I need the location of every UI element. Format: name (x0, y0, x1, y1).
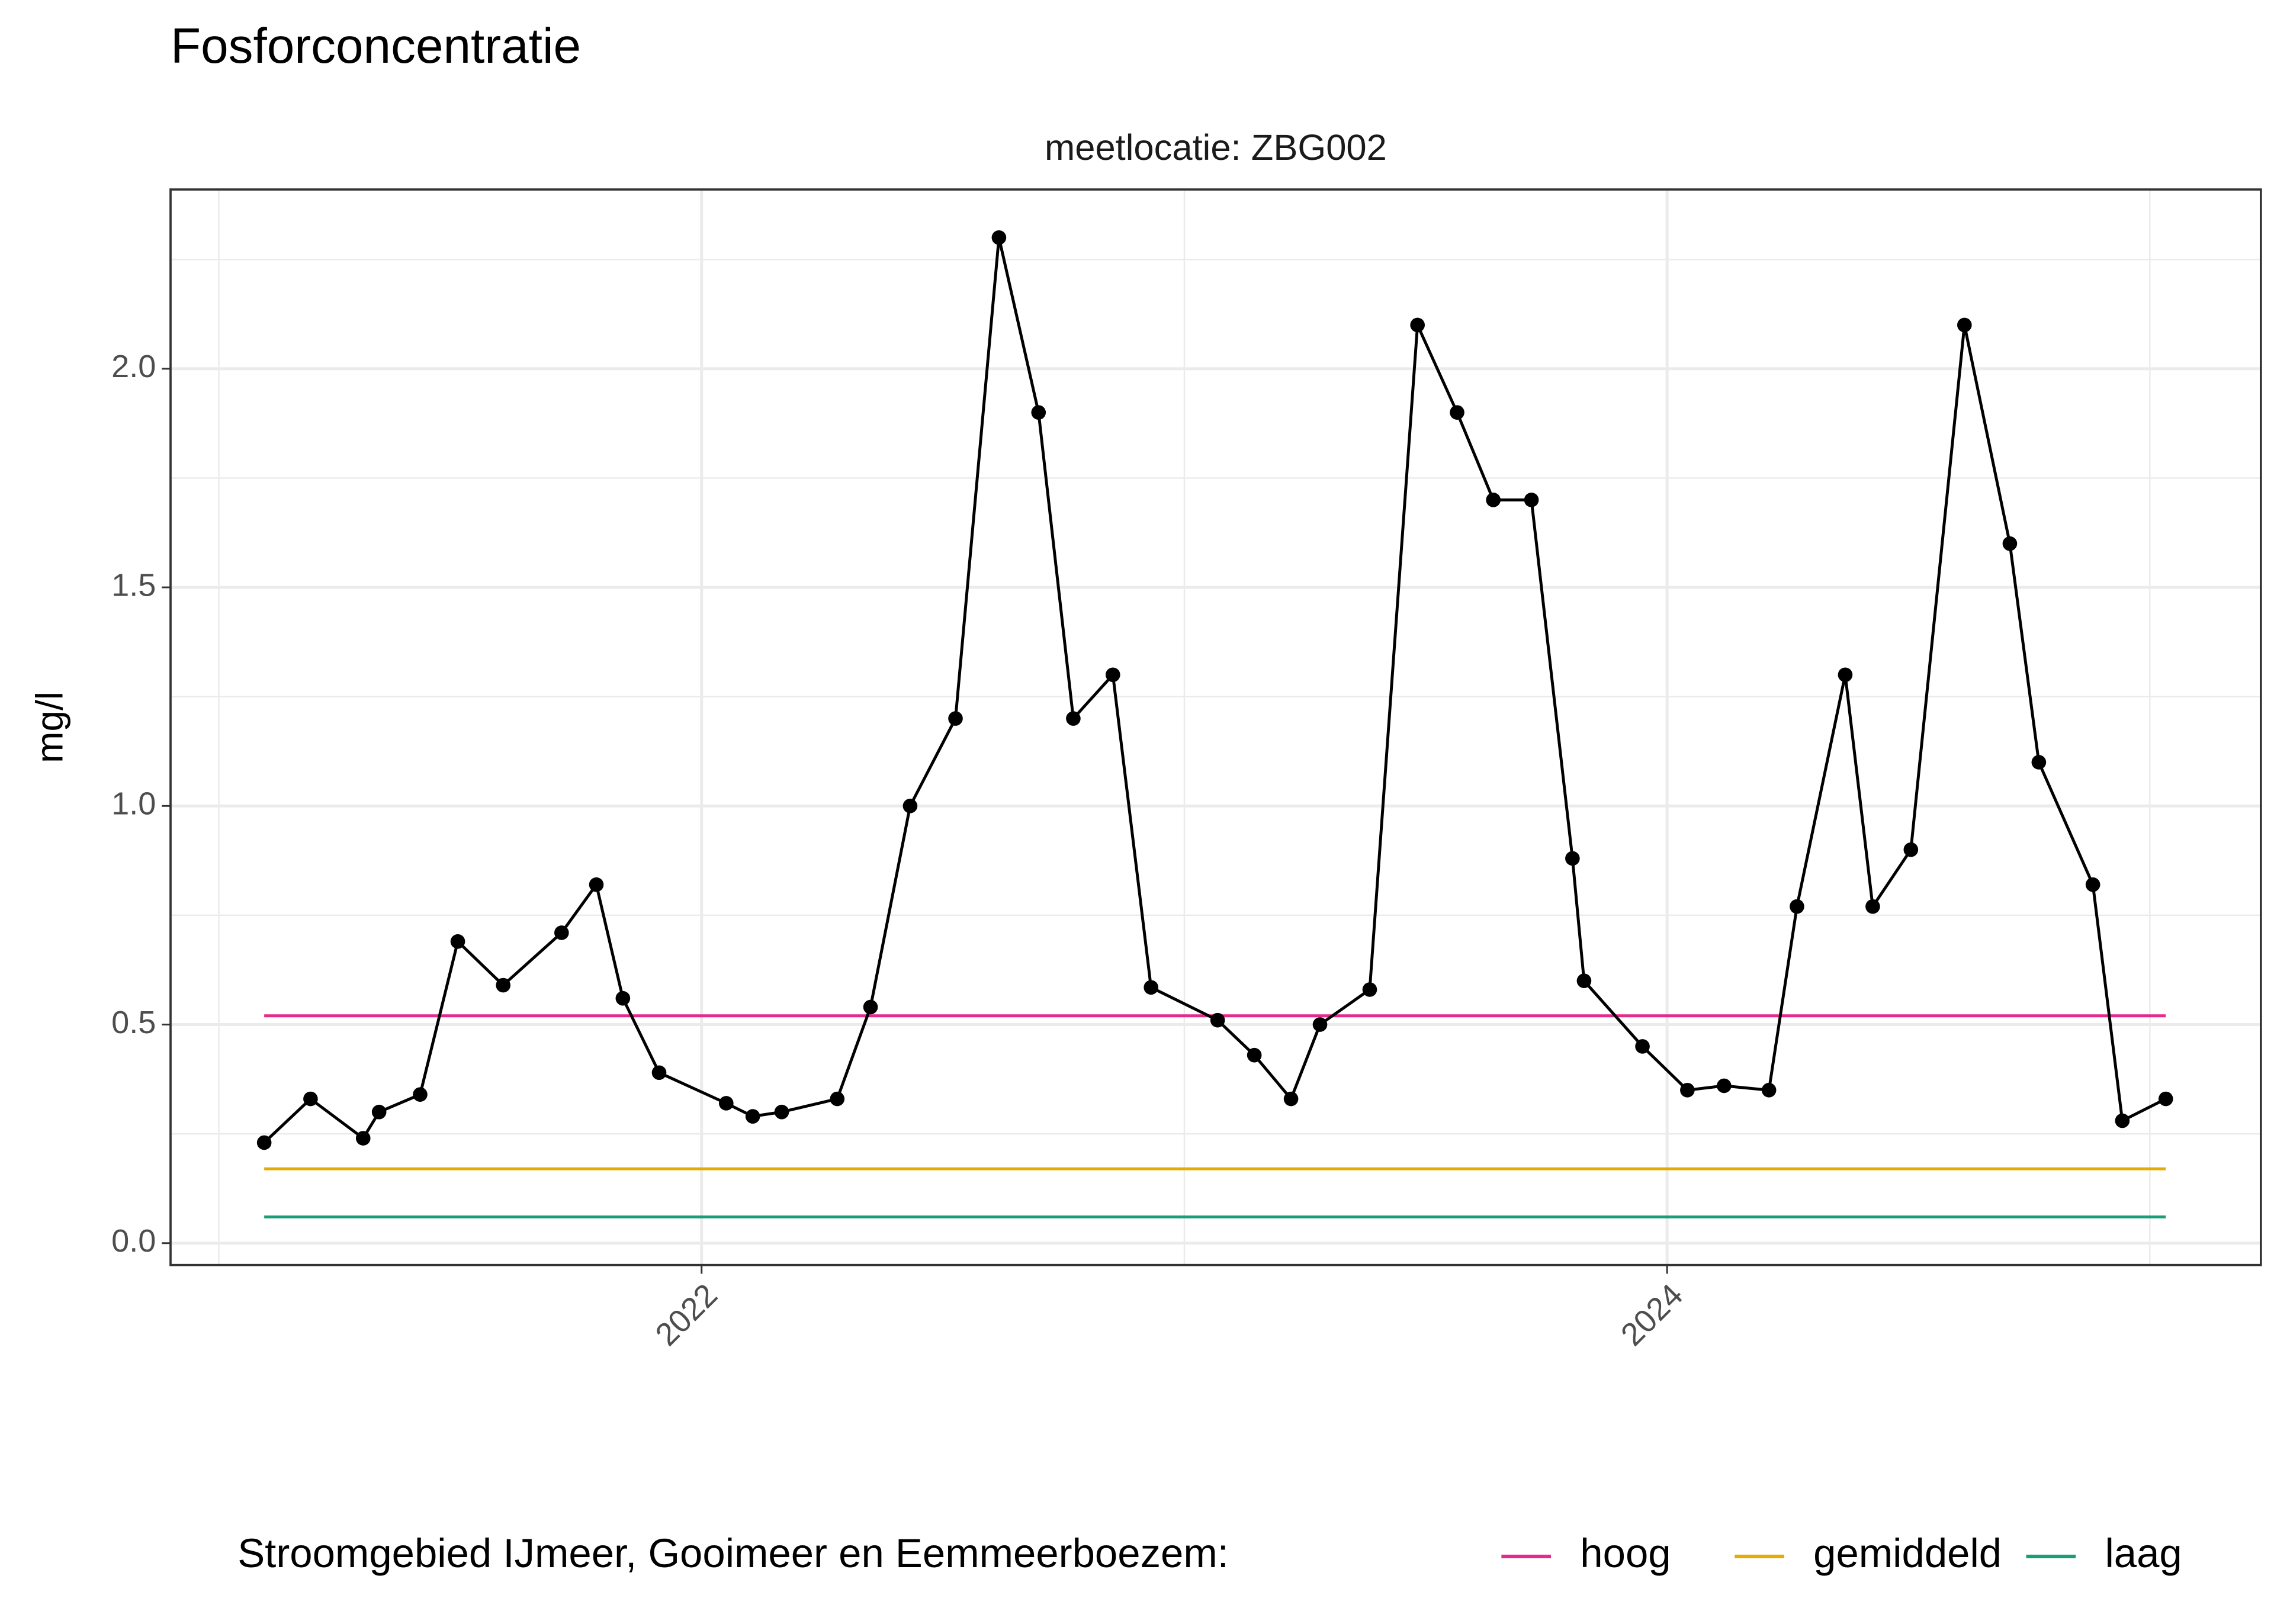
y-tick-label: 2.0 (111, 349, 156, 384)
data-point (413, 1087, 428, 1102)
data-point (554, 925, 569, 940)
data-point (2085, 877, 2100, 892)
legend-label: gemiddeld (1813, 1530, 2002, 1576)
legend-title: Stroomgebied IJmeer, Gooimeer en Eemmeer… (237, 1530, 1229, 1576)
data-point (371, 1104, 387, 1120)
y-tick-label: 0.5 (111, 1005, 156, 1040)
data-point (1524, 493, 1539, 507)
data-point (1576, 973, 1592, 988)
data-point (830, 1091, 845, 1107)
data-point (1450, 405, 1464, 420)
data-point (774, 1104, 789, 1120)
data-point (1717, 1078, 1732, 1094)
data-point (902, 798, 918, 813)
data-point (1838, 667, 1853, 683)
data-point (355, 1131, 371, 1146)
y-tick-label: 1.5 (111, 567, 156, 603)
data-point (2002, 536, 2018, 551)
data-line (263, 237, 2167, 1144)
data-point (1865, 899, 1880, 914)
data-point (589, 877, 604, 892)
legend-label: hoog (1580, 1530, 1671, 1576)
data-point (1680, 1082, 1695, 1098)
data-point (2158, 1091, 2173, 1107)
data-point (1031, 405, 1046, 420)
data-point (718, 1096, 734, 1111)
data-point (1144, 980, 1158, 995)
data-point (450, 934, 465, 949)
y-axis-label: mg/l (28, 692, 71, 763)
data-point (863, 999, 878, 1015)
data-point (615, 991, 631, 1006)
data-point (1957, 317, 1972, 333)
data-point (303, 1091, 318, 1107)
data-point (1247, 1047, 1262, 1063)
data-point (496, 977, 510, 993)
data-point (651, 1065, 667, 1080)
y-tick-label: 0.0 (111, 1223, 156, 1259)
facet-label: meetlocatie: ZBG002 (1045, 127, 1387, 168)
data-point (1486, 493, 1501, 507)
data-point (256, 1135, 272, 1150)
data-point (1362, 982, 1377, 997)
data-point (1903, 842, 1919, 857)
chart-title: Fosforconcentratie (171, 18, 581, 73)
data-point (2115, 1113, 2130, 1128)
data-point (991, 230, 1007, 245)
data-point (745, 1109, 760, 1124)
data-point (1410, 317, 1425, 333)
data-point (1066, 711, 1081, 726)
data-point (1565, 851, 1580, 866)
legend-label: laag (2105, 1530, 2182, 1576)
data-point (1761, 1082, 1777, 1098)
data-point (1283, 1091, 1299, 1107)
data-point (1790, 899, 1804, 914)
data-point (1312, 1017, 1328, 1032)
data-point (2031, 755, 2047, 770)
plot-border (169, 188, 2262, 1266)
data-point (1635, 1039, 1650, 1054)
data-point (1210, 1012, 1225, 1028)
y-tick-label: 1.0 (111, 786, 156, 822)
data-point (1105, 667, 1120, 683)
data-point (948, 711, 963, 726)
